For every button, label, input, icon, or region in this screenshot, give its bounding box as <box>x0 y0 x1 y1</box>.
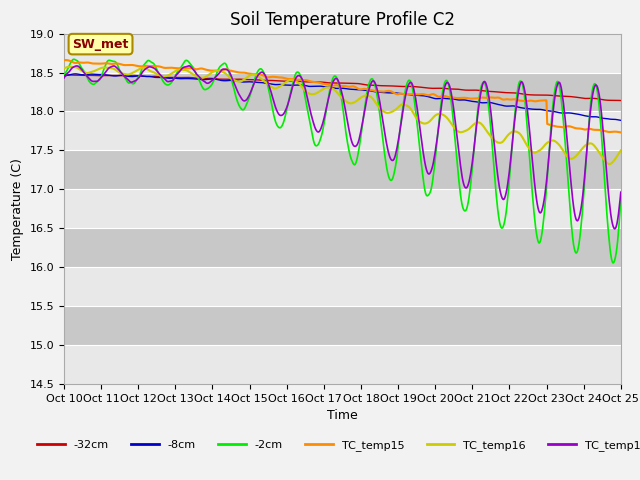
TC_temp17 <box>184 63 192 69</box>
-32cm <box>127 72 135 78</box>
-2cm <box>71 57 79 62</box>
Y-axis label: Temperature (C): Temperature (C) <box>11 158 24 260</box>
Bar <box>64 345 621 384</box>
-32cm <box>426 85 434 91</box>
Line: TC_temp17: TC_temp17 <box>64 66 621 229</box>
TC_temp16 <box>605 161 613 167</box>
TC_temp16 <box>128 70 136 76</box>
TC_temp17 <box>617 189 625 195</box>
-8cm <box>128 74 136 80</box>
TC_temp16 <box>60 65 68 71</box>
Text: SW_met: SW_met <box>72 37 129 50</box>
TC_temp16 <box>428 117 435 123</box>
-32cm <box>617 97 625 103</box>
Line: TC_temp16: TC_temp16 <box>64 67 621 164</box>
TC_temp17 <box>411 91 419 97</box>
Legend: -32cm, -8cm, -2cm, TC_temp15, TC_temp16, TC_temp17: -32cm, -8cm, -2cm, TC_temp15, TC_temp16,… <box>33 436 640 456</box>
-8cm <box>214 77 222 83</box>
-8cm <box>70 71 78 77</box>
-32cm <box>70 72 78 78</box>
Line: TC_temp15: TC_temp15 <box>64 60 621 132</box>
-32cm <box>60 72 68 78</box>
-8cm <box>185 76 193 82</box>
-2cm <box>185 59 193 65</box>
TC_temp16 <box>214 68 222 73</box>
TC_temp15 <box>426 92 434 98</box>
-2cm <box>411 101 419 107</box>
-2cm <box>428 187 435 192</box>
TC_temp15 <box>617 130 625 135</box>
Line: -8cm: -8cm <box>64 74 621 120</box>
Title: Soil Temperature Profile C2: Soil Temperature Profile C2 <box>230 11 455 29</box>
Bar <box>64 72 621 111</box>
Bar <box>64 150 621 189</box>
-2cm <box>70 56 78 62</box>
-8cm <box>617 118 625 123</box>
-2cm <box>617 197 625 203</box>
TC_temp15 <box>127 62 135 68</box>
TC_temp17 <box>70 64 78 70</box>
-8cm <box>411 92 419 98</box>
-8cm <box>428 95 435 100</box>
TC_temp16 <box>185 69 193 74</box>
TC_temp15 <box>410 91 418 97</box>
Bar <box>64 306 621 345</box>
TC_temp15 <box>184 65 192 71</box>
Bar <box>64 34 621 72</box>
TC_temp17 <box>185 63 193 69</box>
-32cm <box>410 84 418 89</box>
TC_temp15 <box>70 60 78 66</box>
-32cm <box>184 74 192 80</box>
Line: -32cm: -32cm <box>64 75 621 100</box>
-32cm <box>214 76 221 82</box>
-8cm <box>72 71 79 77</box>
TC_temp17 <box>127 79 135 85</box>
TC_temp17 <box>611 226 618 232</box>
-2cm <box>214 67 222 72</box>
TC_temp15 <box>214 68 221 73</box>
TC_temp15 <box>60 57 68 63</box>
Bar <box>64 111 621 150</box>
-2cm <box>609 260 617 266</box>
Line: -2cm: -2cm <box>64 59 621 263</box>
TC_temp16 <box>411 113 419 119</box>
TC_temp16 <box>71 64 79 70</box>
Bar <box>64 267 621 306</box>
TC_temp17 <box>214 72 222 77</box>
TC_temp16 <box>617 147 625 153</box>
-8cm <box>60 73 68 79</box>
-2cm <box>60 72 68 78</box>
X-axis label: Time: Time <box>327 409 358 422</box>
TC_temp16 <box>65 64 73 70</box>
Bar <box>64 189 621 228</box>
Bar <box>64 228 621 267</box>
-2cm <box>128 81 136 86</box>
TC_temp17 <box>60 75 68 81</box>
TC_temp17 <box>428 168 435 174</box>
